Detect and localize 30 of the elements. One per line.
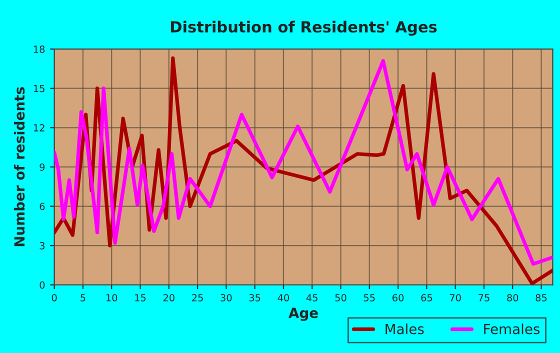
x-tick-label: 45 — [306, 294, 318, 302]
x-tick-label: 5 — [80, 294, 86, 302]
x-tick-label: 50 — [335, 294, 346, 302]
x-tick-label: 0 — [52, 294, 57, 302]
y-tick-label: 15 — [34, 84, 44, 92]
x-tick-label: 60 — [392, 294, 404, 302]
legend-label: Males — [386, 324, 424, 334]
chart-title: Distribution of Residents' Ages — [171, 20, 437, 36]
x-tick-label: 20 — [163, 294, 174, 302]
x-tick-label: 30 — [220, 294, 232, 302]
x-tick-label: 55 — [364, 294, 375, 302]
x-tick-label: 75 — [478, 294, 490, 302]
y-tick-label: 12 — [34, 124, 44, 132]
x-tick-label: 80 — [507, 294, 518, 302]
y-tick-label: 0 — [40, 281, 45, 289]
x-tick-label: 10 — [106, 294, 118, 302]
x-tick-label: 25 — [192, 294, 203, 302]
x-tick-label: 35 — [249, 294, 260, 302]
x-tick-label: 65 — [421, 294, 432, 302]
x-tick-label: 40 — [278, 294, 290, 302]
legend-label: Females — [484, 324, 540, 334]
y-tick-label: 18 — [34, 46, 45, 53]
y-tick-label: 3 — [40, 242, 45, 250]
y-tick-label: 9 — [40, 163, 45, 171]
y-tick-label: 6 — [40, 202, 45, 210]
y-axis-title: Number of residents — [14, 87, 25, 246]
x-tick-label: 85 — [536, 294, 547, 302]
x-axis-title: Age — [288, 308, 318, 321]
x-tick-label: 15 — [135, 294, 146, 302]
x-tick-label: 70 — [450, 294, 461, 302]
